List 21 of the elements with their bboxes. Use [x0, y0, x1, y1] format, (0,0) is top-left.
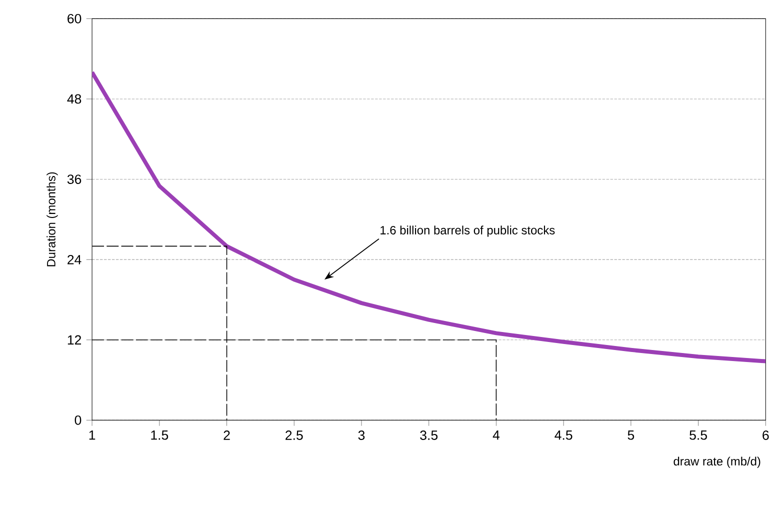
x-axis-title: draw rate (mb/d)	[674, 456, 760, 468]
x-tick-label: 6	[762, 430, 769, 440]
y-tick-label: 12	[68, 335, 82, 345]
y-tick-label: 24	[68, 255, 82, 264]
x-tick-label: 2	[224, 430, 230, 440]
x-tick-label: 2.5	[286, 430, 303, 440]
annotation: 1.6 billion barrels of public stocks	[380, 226, 555, 237]
x-tick-label: 1.5	[151, 430, 168, 440]
y-tick-label: 0	[74, 416, 82, 425]
x-tick-label: 4.5	[554, 430, 572, 440]
line-series	[92, 70, 766, 364]
y-tick-label: 48	[67, 94, 82, 104]
x-tick-label: 5.5	[690, 430, 707, 440]
x-tick-label: 3	[358, 430, 365, 440]
x-tick-label: 1	[89, 430, 96, 440]
x-tick-label: 4	[492, 430, 500, 440]
x-tick-label: 5	[628, 430, 634, 440]
y-tick-label: 36	[67, 174, 82, 184]
y-tick-label: 60	[68, 14, 82, 24]
x-tick-label: 3.5	[420, 430, 438, 440]
y-axis-title: Duration (months)	[46, 172, 58, 266]
